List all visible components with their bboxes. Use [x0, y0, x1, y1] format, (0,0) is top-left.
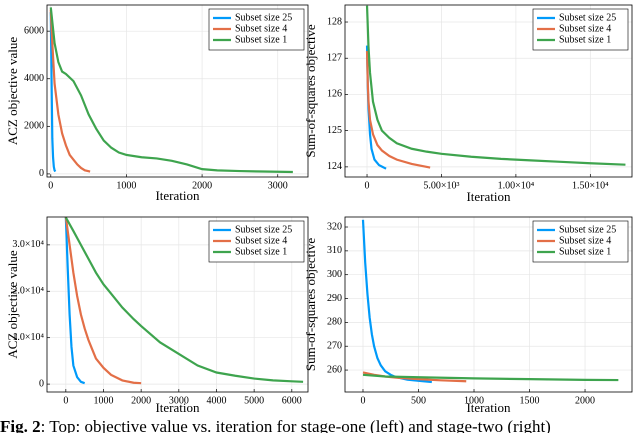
caption-label: Fig. 2 — [0, 417, 41, 433]
caption-text: : Top: objective value vs. iteration for… — [41, 417, 551, 433]
legend-label: Subset size 4 — [559, 235, 611, 246]
legend-label: Subset size 25 — [235, 224, 292, 235]
y-tick-label: 320 — [327, 221, 342, 232]
x-axis-label: Iteration — [155, 188, 200, 203]
plot-frame — [46, 4, 309, 178]
y-axis-label: ACZ objective value — [5, 37, 20, 146]
x-tick-label: 0 — [365, 180, 370, 191]
legend-label: Subset size 4 — [559, 23, 611, 34]
y-tick-label: 3.0×10⁴ — [12, 239, 44, 250]
y-axis-label: ACZ objective value — [5, 250, 20, 359]
legend-label: Subset size 4 — [235, 235, 287, 246]
x-tick-label: 0 — [63, 395, 68, 406]
x-tick-label: 1000 — [116, 180, 136, 191]
y-tick-label: 1.0×10⁴ — [12, 332, 44, 343]
x-axis-label: Iteration — [155, 400, 200, 415]
y-tick-label: 270 — [327, 341, 342, 352]
x-tick-label: 1000 — [464, 395, 484, 406]
series-line — [362, 373, 619, 382]
y-axis-label: Sum-of-squares objective — [303, 24, 318, 157]
series-line — [365, 5, 626, 166]
plot-frame — [344, 4, 633, 178]
caption: Fig. 2: Top: objective value vs. iterati… — [0, 417, 551, 433]
y-axis-label: Sum-of-squares objective — [303, 238, 318, 371]
legend-label: Subset size 1 — [235, 246, 287, 257]
y-tick-label: 124 — [327, 161, 342, 172]
x-tick-label: 1500 — [520, 395, 540, 406]
x-tick-label: 5.00×10³ — [423, 180, 459, 191]
plot-frame — [344, 216, 633, 393]
panel: 0 1000 2000 3000 4000 5000 6000 0 1.0×10⁴ 2.0×10⁴… — [5, 216, 309, 415]
y-tick-label: 300 — [327, 269, 342, 280]
y-tick-label: 290 — [327, 293, 342, 304]
y-tick-label: 260 — [327, 364, 342, 375]
legend-label: Subset size 25 — [559, 12, 616, 23]
y-tick-label: 128 — [327, 16, 342, 27]
x-axis-label: Iteration — [466, 400, 511, 415]
x-tick-label: 0 — [360, 395, 365, 406]
series-line — [49, 7, 293, 174]
y-tick-label: 2000 — [24, 121, 44, 132]
x-tick-label: 1.50×10⁴ — [572, 180, 609, 191]
series-line — [64, 217, 142, 385]
series-line — [64, 217, 304, 383]
y-tick-label: 4000 — [24, 73, 44, 84]
y-tick-label: 2.0×10⁴ — [12, 286, 44, 297]
series-line — [49, 12, 57, 173]
legend-label: Subset size 4 — [235, 23, 287, 34]
legend-label: Subset size 25 — [235, 12, 292, 23]
series-line — [49, 9, 91, 173]
x-tick-label: 500 — [411, 395, 426, 406]
panel: 0 500 1000 1500 2000 260 270 280 290 300 310 320 Sub… — [303, 216, 633, 415]
plot-frame — [46, 216, 309, 393]
y-tick-label: 0 — [39, 168, 44, 179]
legend-label: Subset size 1 — [559, 246, 611, 257]
x-tick-label: 5000 — [244, 395, 264, 406]
x-tick-label: 0 — [48, 180, 53, 191]
legend-label: Subset size 25 — [559, 224, 616, 235]
x-axis-label: Iteration — [466, 189, 511, 204]
y-tick-label: 280 — [327, 317, 342, 328]
x-tick-label: 2000 — [131, 395, 151, 406]
y-tick-label: 310 — [327, 245, 342, 256]
legend-label: Subset size 1 — [559, 34, 611, 45]
y-tick-label: 6000 — [24, 25, 44, 36]
x-tick-label: 3000 — [268, 180, 288, 191]
x-tick-label: 6000 — [282, 395, 302, 406]
y-tick-label: 126 — [327, 89, 342, 100]
x-tick-label: 1000 — [93, 395, 113, 406]
x-tick-label: 4000 — [206, 395, 226, 406]
legend-label: Subset size 1 — [235, 34, 287, 45]
panel: 0 5.00×10³ 1.00×10⁴ 1.50×10⁴ 124 125 126 127 128… — [303, 4, 633, 204]
y-tick-label: 127 — [327, 53, 342, 64]
x-tick-label: 2000 — [192, 180, 212, 191]
y-tick-label: 0 — [39, 378, 44, 389]
x-tick-label: 3000 — [169, 395, 189, 406]
y-tick-label: 125 — [327, 125, 342, 136]
panel: 0 1000 2000 3000 0 2000 4000 6000 Subset size 25… — [5, 4, 309, 203]
series-line — [64, 217, 86, 385]
x-tick-label: 2000 — [575, 395, 595, 406]
x-tick-label: 1.00×10⁴ — [498, 180, 535, 191]
series-line — [365, 50, 431, 169]
